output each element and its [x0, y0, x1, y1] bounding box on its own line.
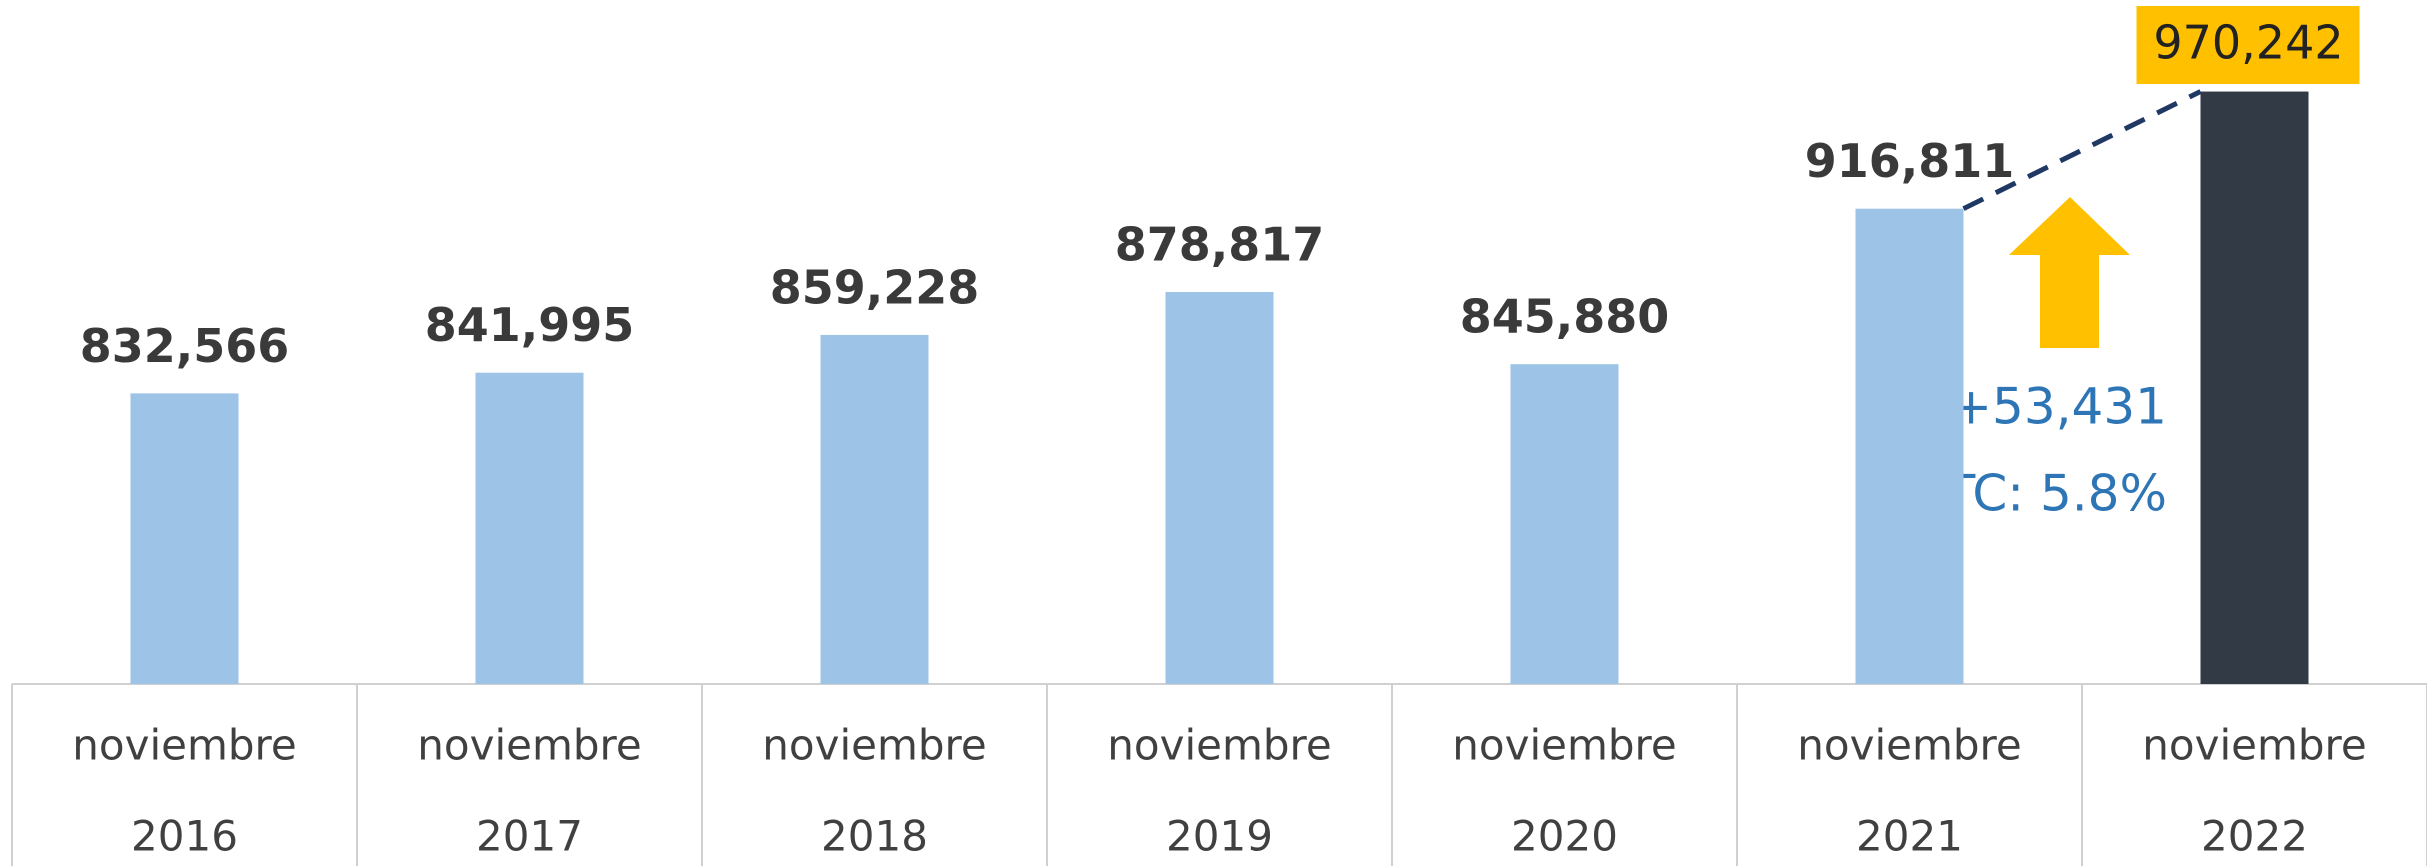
x-tick-label: 2019	[1166, 812, 1273, 861]
bar	[130, 393, 239, 684]
bar	[1165, 291, 1274, 684]
x-tick-label: 2020	[1511, 812, 1618, 861]
value-label: 845,880	[1460, 290, 1670, 344]
value-label: 878,817	[1115, 217, 1325, 271]
x-tick-label: 2021	[1856, 812, 1963, 861]
x-tick-label: 2016	[131, 812, 238, 861]
x-tick-label: noviembre	[2142, 721, 2366, 770]
value-label: 916,811	[1805, 134, 2015, 188]
bar	[1510, 364, 1619, 684]
value-label-box	[2136, 6, 2360, 84]
x-tick-label: noviembre	[1797, 721, 2021, 770]
x-tick-label: 2017	[476, 812, 583, 861]
value-label: 832,566	[80, 319, 290, 373]
x-tick-label: noviembre	[762, 721, 986, 770]
growth-annotation: TC: 5.8%	[1944, 465, 2167, 523]
value-label: 970,242	[2153, 16, 2343, 70]
bar	[2200, 91, 2309, 684]
x-tick-label: noviembre	[72, 721, 296, 770]
x-tick-label: noviembre	[1452, 721, 1676, 770]
x-tick-label: noviembre	[1107, 721, 1331, 770]
trend-line	[1962, 89, 2202, 211]
increase-arrow	[2009, 197, 2130, 348]
x-tick-label: noviembre	[417, 721, 641, 770]
bar	[1855, 208, 1964, 684]
x-tick-label: 2018	[821, 812, 928, 861]
value-label: 841,995	[425, 298, 635, 352]
bar	[820, 334, 929, 684]
bar	[475, 372, 584, 684]
value-label: 859,228	[770, 260, 980, 314]
x-tick-label: 2022	[2201, 812, 2308, 861]
increase-annotation: +53,431	[1950, 378, 2167, 436]
